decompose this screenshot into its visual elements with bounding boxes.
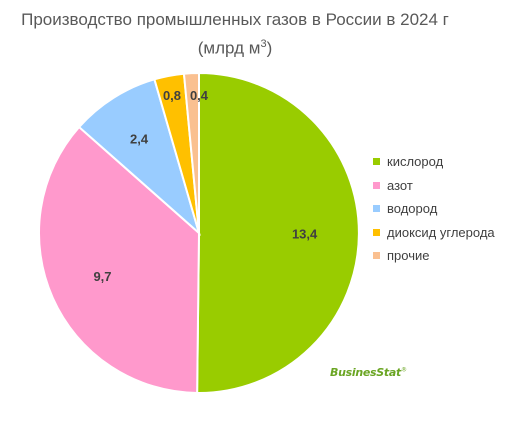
logo-text: BusinesStat [330, 366, 401, 379]
legend-swatch-other [373, 252, 380, 260]
legend-label-hydrogen: водород [387, 201, 438, 217]
data-label-nitrogen: 9,7 [93, 269, 111, 284]
legend-item-hydrogen: водород [373, 197, 495, 221]
pie-slice-oxygen [196, 71, 360, 394]
data-label-other: 0,4 [190, 88, 209, 103]
businesstat-logo: BusinesStat® [330, 366, 407, 379]
legend-swatch-oxygen [373, 158, 380, 166]
pie-slice-hydrogen [77, 78, 201, 237]
data-label-oxygen: 13,4 [292, 227, 318, 242]
chart-title: Производство промышленных газов в России… [0, 8, 470, 61]
legend-swatch-hydrogen [373, 205, 380, 213]
legend-swatch-co2 [373, 228, 380, 236]
chart-title-unit-sup: 3 [260, 38, 267, 50]
logo-registered-mark: ® [400, 366, 407, 374]
legend-item-oxygen: кислород [373, 150, 495, 174]
data-label-hydrogen: 2,4 [130, 131, 149, 146]
pie-slice-nitrogen [37, 125, 201, 395]
legend-swatch-nitrogen [373, 181, 380, 189]
chart-title-main: Производство промышленных газов в России… [21, 10, 449, 29]
legend-label-co2: диоксид углерода [387, 224, 495, 240]
pie-slice-other [182, 71, 200, 234]
legend: кислород азот водород диоксид углерода п… [373, 150, 495, 268]
legend-label-other: прочие [387, 248, 430, 264]
chart-title-unit: (млрд м3) [0, 32, 470, 61]
legend-item-other: прочие [373, 244, 495, 268]
legend-item-nitrogen: азот [373, 174, 495, 198]
data-label-co2: 0,8 [163, 88, 181, 103]
legend-label-nitrogen: азот [387, 177, 413, 193]
chart-title-unit-end: ) [266, 38, 273, 58]
legend-item-co2: диоксид углерода [373, 221, 495, 245]
legend-label-oxygen: кислород [387, 154, 444, 170]
chart-title-unit-text: (млрд м [197, 38, 261, 58]
